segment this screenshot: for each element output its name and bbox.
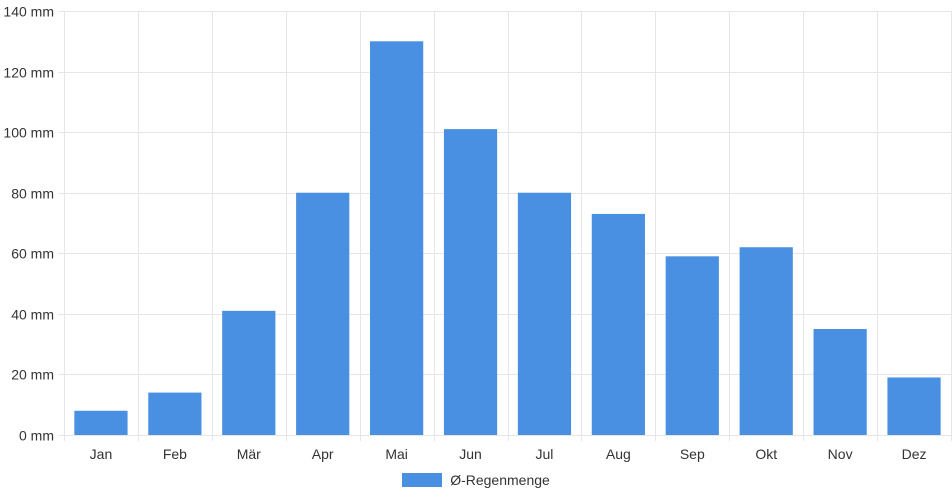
bar-jul[interactable] xyxy=(517,192,572,435)
bar-jan[interactable] xyxy=(74,410,128,435)
bar-apr[interactable] xyxy=(296,192,350,435)
legend-label: Ø-Regenmenge xyxy=(450,472,550,488)
y-tick-label: 120 mm xyxy=(3,65,54,81)
x-tick-label: Okt xyxy=(755,446,777,462)
x-tick-label: Dez xyxy=(902,446,927,462)
y-tick-label: 20 mm xyxy=(11,367,54,383)
bar-sep[interactable] xyxy=(665,256,719,435)
bar-aug[interactable] xyxy=(591,213,645,435)
bar-mai[interactable] xyxy=(370,41,424,436)
grid-layer xyxy=(58,11,952,441)
x-tick-label: Jan xyxy=(90,446,113,462)
x-tick-label: Jul xyxy=(536,446,554,462)
bars-layer xyxy=(74,41,941,436)
y-tick-label: 140 mm xyxy=(3,4,54,20)
y-tick-label: 100 mm xyxy=(3,125,54,141)
bar-mär[interactable] xyxy=(222,310,276,435)
y-tick-label: 60 mm xyxy=(11,246,54,262)
y-tick-label: 0 mm xyxy=(19,428,54,444)
bar-feb[interactable] xyxy=(148,392,202,435)
x-axis: Jan Feb Mär Apr Mai Jun Jul Aug Sep Okt Nov Dez xyxy=(90,446,927,462)
x-tick-label: Mai xyxy=(385,446,408,462)
legend-swatch xyxy=(402,473,443,487)
y-tick-label: 40 mm xyxy=(11,307,54,323)
bar-dez[interactable] xyxy=(887,377,941,435)
x-tick-label: Mär xyxy=(237,446,261,462)
y-axis: 0 mm 20 mm 40 mm 60 mm 80 mm 100 mm 120 mm 140 … xyxy=(3,4,54,444)
x-tick-label: Aug xyxy=(606,446,631,462)
y-tick-label: 80 mm xyxy=(11,186,54,202)
bar-okt[interactable] xyxy=(739,247,793,435)
legend[interactable]: Ø-Regenmenge xyxy=(0,472,952,488)
x-tick-label: Jun xyxy=(459,446,482,462)
x-tick-label: Feb xyxy=(163,446,187,462)
x-tick-label: Apr xyxy=(312,446,334,462)
x-tick-label: Sep xyxy=(680,446,705,462)
bar-jun[interactable] xyxy=(443,129,498,435)
x-tick-label: Nov xyxy=(828,446,853,462)
bar-nov[interactable] xyxy=(813,329,867,435)
